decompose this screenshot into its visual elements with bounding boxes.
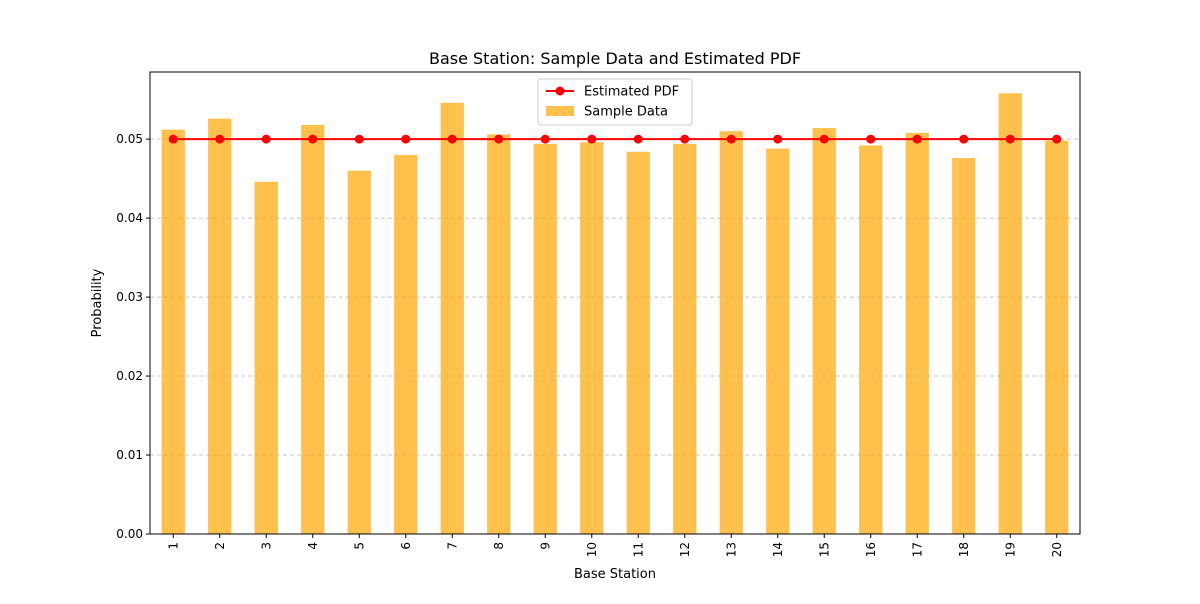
point-estimated-pdf (680, 134, 690, 144)
x-tick-label: 20 (1050, 542, 1064, 557)
bar-sample-data (533, 143, 557, 534)
point-estimated-pdf (726, 134, 736, 144)
chart-title: Base Station: Sample Data and Estimated … (429, 49, 801, 68)
y-tick-label: 0.01 (116, 448, 143, 462)
point-estimated-pdf (587, 134, 597, 144)
x-tick-label: 12 (678, 542, 692, 557)
bar-sample-data (301, 124, 325, 535)
x-tick-label: 7 (445, 542, 459, 550)
bar-sample-data (580, 142, 604, 535)
point-estimated-pdf (912, 134, 922, 144)
x-tick-label: 4 (306, 542, 320, 550)
legend: Estimated PDF Sample Data (537, 78, 693, 126)
point-estimated-pdf (168, 134, 178, 144)
point-estimated-pdf (1052, 134, 1062, 144)
bar-sample-data (440, 102, 464, 535)
bar-layer (161, 93, 1069, 535)
x-tick-label: 19 (1003, 542, 1017, 557)
x-tick-label: 8 (492, 542, 506, 550)
point-estimated-pdf (773, 134, 783, 144)
bar-sample-data (1045, 140, 1069, 534)
x-axis: 1 2 3 4 5 6 7 8 9 10 11 12 13 14 15 16 17 18 19 20 (166, 534, 1064, 557)
y-tick-label: 0.00 (116, 527, 143, 541)
point-estimated-pdf (401, 134, 411, 144)
x-tick-label: 17 (910, 542, 924, 557)
y-tick-label: 0.04 (116, 211, 143, 225)
bar-sample-data (673, 143, 697, 534)
bar-sample-data (347, 170, 371, 534)
point-estimated-pdf (540, 134, 550, 144)
bar-sample-data (719, 131, 743, 534)
bar-sample-data (626, 151, 650, 534)
grid-layer (150, 138, 1080, 535)
x-tick-label: 13 (724, 542, 738, 557)
bar-sample-data (952, 158, 976, 535)
bar-sample-data (905, 132, 929, 535)
point-estimated-pdf (1005, 134, 1015, 144)
x-tick-label: 10 (585, 542, 599, 557)
x-tick-label: 16 (864, 542, 878, 557)
legend-line-marker (555, 86, 565, 96)
bar-sample-data (487, 134, 511, 534)
x-tick-label: 9 (538, 542, 552, 550)
point-estimated-pdf (866, 134, 876, 144)
legend-box (537, 78, 693, 126)
point-estimated-pdf (261, 134, 271, 144)
line-layer (168, 134, 1062, 144)
bar-sample-data (998, 93, 1022, 535)
legend-bar-swatch (546, 106, 574, 116)
legend-label-sample-data: Sample Data (584, 105, 668, 120)
x-tick-label: 15 (817, 542, 831, 557)
point-estimated-pdf (215, 134, 225, 144)
x-tick-label: 14 (771, 542, 785, 557)
bar-sample-data (208, 118, 232, 534)
y-axis-label: Probability (90, 268, 105, 337)
x-tick-label: 6 (399, 542, 413, 550)
point-estimated-pdf (959, 134, 969, 144)
x-tick-label: 2 (213, 542, 227, 550)
bar-sample-data (254, 181, 278, 534)
x-tick-label: 11 (631, 542, 645, 557)
point-estimated-pdf (819, 134, 829, 144)
bar-sample-data (766, 148, 790, 534)
x-tick-label: 5 (352, 542, 366, 550)
bar-sample-data (161, 129, 185, 534)
y-axis: 0.00 0.01 0.02 0.03 0.04 0.05 (116, 132, 150, 541)
point-estimated-pdf (354, 134, 364, 144)
bar-sample-data (394, 154, 418, 534)
x-tick-label: 1 (166, 542, 180, 550)
point-estimated-pdf (308, 134, 318, 144)
bar-sample-data (812, 128, 836, 535)
legend-label-estimated-pdf: Estimated PDF (584, 85, 679, 100)
point-estimated-pdf (633, 134, 643, 144)
point-estimated-pdf (447, 134, 457, 144)
x-axis-label: Base Station (574, 567, 656, 582)
bar-sample-data (859, 145, 883, 534)
x-tick-label: 18 (957, 542, 971, 557)
y-tick-label: 0.03 (116, 290, 143, 304)
x-tick-label: 3 (259, 542, 273, 550)
y-tick-label: 0.02 (116, 369, 143, 383)
y-tick-label: 0.05 (116, 132, 143, 146)
plot-area-frame (149, 71, 1081, 535)
point-estimated-pdf (494, 134, 504, 144)
